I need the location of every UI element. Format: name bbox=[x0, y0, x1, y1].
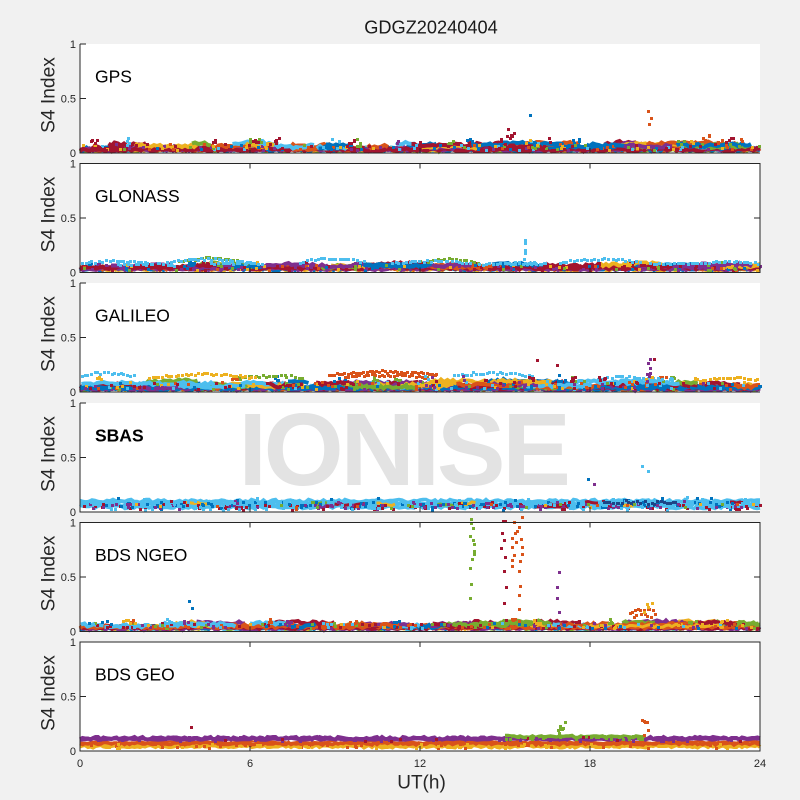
svg-text:12: 12 bbox=[414, 758, 426, 770]
svg-text:SBAS: SBAS bbox=[95, 426, 144, 446]
svg-text:24: 24 bbox=[754, 758, 766, 770]
svg-text:IONISE: IONISE bbox=[238, 392, 567, 507]
svg-text:0: 0 bbox=[70, 507, 76, 519]
svg-text:0.5: 0.5 bbox=[61, 572, 76, 584]
svg-text:0: 0 bbox=[77, 758, 83, 770]
svg-text:S4 Index: S4 Index bbox=[39, 57, 60, 133]
svg-text:S4 Index: S4 Index bbox=[39, 176, 60, 252]
svg-text:0: 0 bbox=[70, 268, 76, 280]
svg-text:1: 1 bbox=[70, 39, 76, 51]
svg-text:GPS: GPS bbox=[95, 67, 132, 87]
svg-text:GDGZ20240404: GDGZ20240404 bbox=[364, 18, 497, 38]
svg-text:S4 Index: S4 Index bbox=[39, 655, 60, 731]
svg-text:0.5: 0.5 bbox=[61, 213, 76, 225]
svg-text:1: 1 bbox=[70, 159, 76, 171]
svg-text:1: 1 bbox=[70, 278, 76, 290]
svg-text:GLONASS: GLONASS bbox=[95, 186, 180, 206]
svg-text:BDS GEO: BDS GEO bbox=[95, 665, 175, 685]
svg-text:GALILEO: GALILEO bbox=[95, 306, 170, 326]
svg-text:0.5: 0.5 bbox=[61, 94, 76, 106]
svg-text:1: 1 bbox=[70, 637, 76, 649]
svg-text:S4 Index: S4 Index bbox=[39, 535, 60, 611]
svg-text:S4 Index: S4 Index bbox=[39, 416, 60, 492]
svg-text:0.5: 0.5 bbox=[61, 453, 76, 465]
svg-text:UT(h): UT(h) bbox=[397, 773, 446, 794]
svg-text:18: 18 bbox=[584, 758, 596, 770]
svg-text:1: 1 bbox=[70, 398, 76, 410]
svg-text:0: 0 bbox=[70, 627, 76, 639]
svg-text:6: 6 bbox=[247, 758, 253, 770]
svg-text:0: 0 bbox=[70, 387, 76, 399]
svg-text:0: 0 bbox=[70, 746, 76, 758]
svg-text:0.5: 0.5 bbox=[61, 692, 76, 704]
svg-text:BDS NGEO: BDS NGEO bbox=[95, 545, 187, 565]
svg-text:S4 Index: S4 Index bbox=[39, 296, 60, 372]
svg-text:0: 0 bbox=[70, 148, 76, 160]
svg-text:1: 1 bbox=[70, 518, 76, 530]
svg-text:0.5: 0.5 bbox=[61, 333, 76, 345]
